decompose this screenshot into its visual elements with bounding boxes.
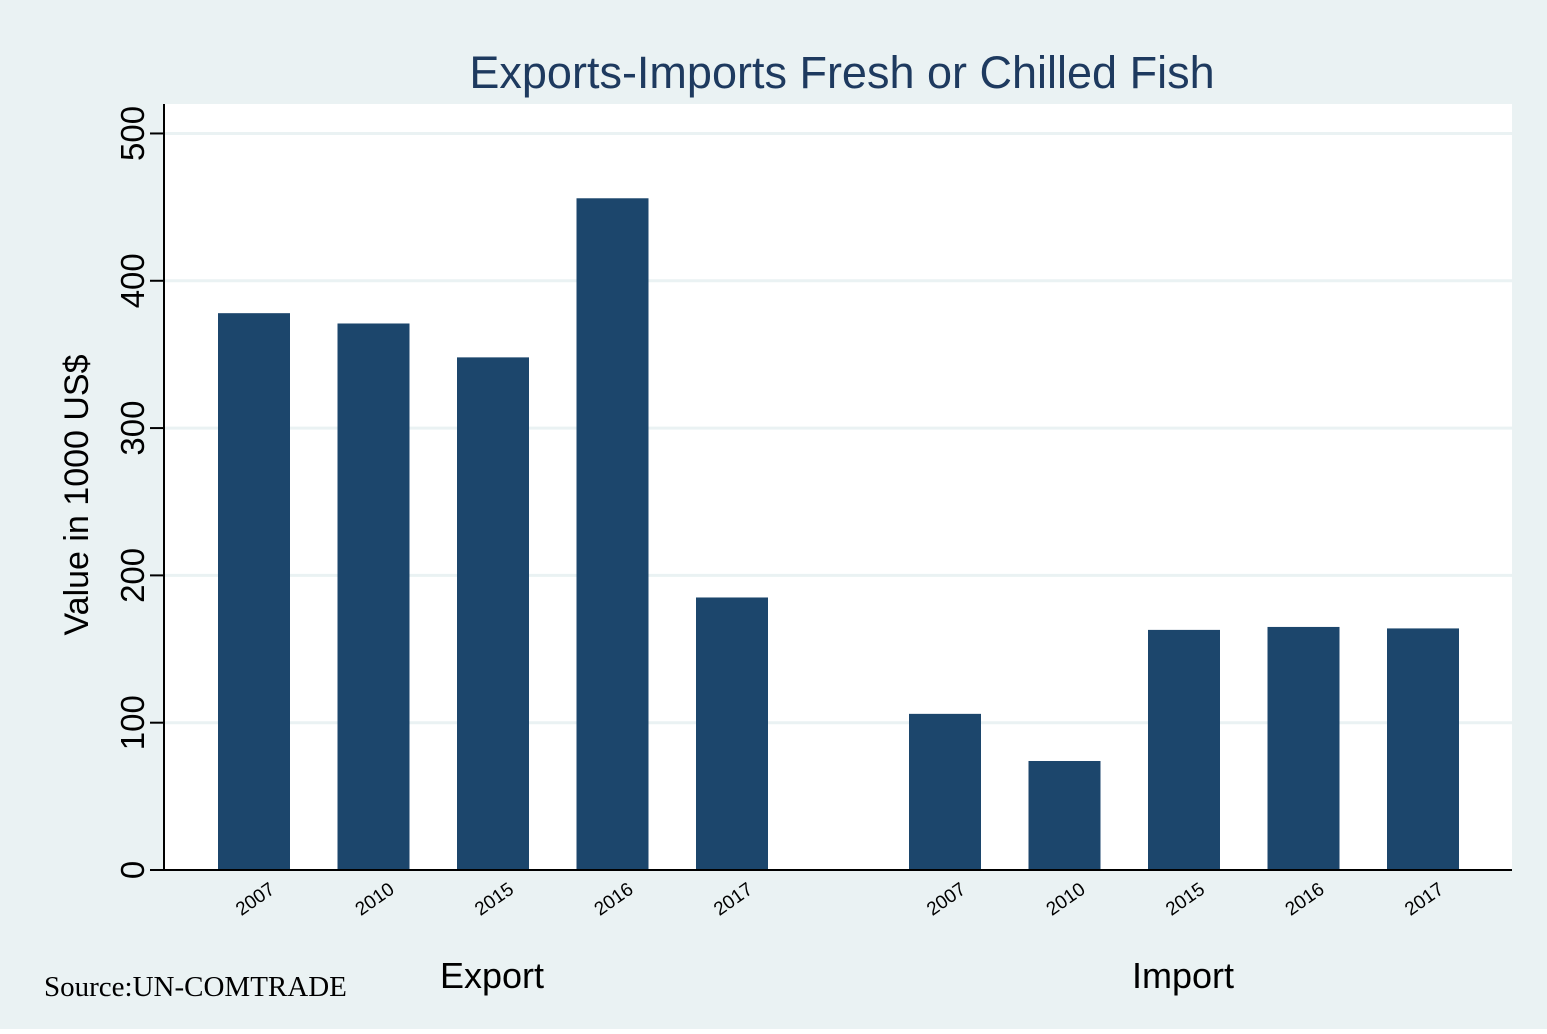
group-label: Import [1132,955,1234,996]
y-tick-label: 200 [114,548,151,603]
axes: 0 100 200 300 400 500 [114,104,1512,879]
bar [1028,760,1101,870]
bar [909,713,981,870]
y-tick-label: 300 [114,401,151,456]
y-tick-label: 500 [114,106,151,161]
bar [696,597,768,870]
bar [337,323,410,870]
y-tick-label: 100 [114,695,151,750]
y-tick-label: 400 [114,253,151,308]
bar [1267,626,1340,870]
y-axis-title: Value in 1000 US$ [58,354,96,635]
bar [1387,628,1459,870]
y-tick-label: 0 [114,861,151,879]
bar [576,198,649,870]
bars [218,198,1459,871]
bar [218,313,290,871]
group-label: Export [440,955,544,996]
chart-title: Exports-Imports Fresh or Chilled Fish [469,47,1214,98]
source-note: Source:UN-COMTRADE [44,971,347,1003]
bar [1148,629,1220,870]
bar [457,357,529,870]
